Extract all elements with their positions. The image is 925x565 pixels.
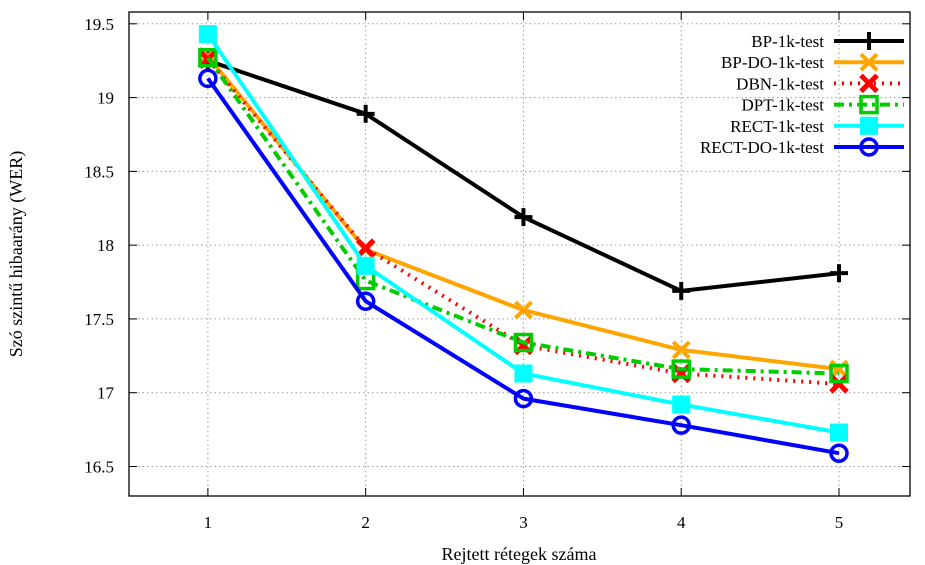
legend-label: RECT-1k-test — [730, 117, 824, 136]
data-point — [513, 332, 534, 353]
x-tick-label: 3 — [519, 513, 528, 532]
plot-frame — [128, 11, 911, 497]
data-point — [830, 264, 848, 283]
legend-label: BP-1k-test — [751, 32, 824, 51]
x-tick-label: 1 — [204, 513, 213, 532]
legend-marker — [859, 52, 879, 72]
data-point — [829, 374, 849, 394]
legend-item: RECT-DO-1k-test — [700, 137, 904, 157]
legend-item: RECT-1k-test — [730, 116, 904, 136]
data-point — [514, 208, 533, 227]
data-point — [830, 423, 848, 442]
data-point — [198, 68, 218, 89]
series-line — [206, 56, 840, 376]
data-point — [356, 256, 375, 275]
x-tick-label: 2 — [361, 513, 370, 532]
y-axis-title: Szó szintű hibaarány (WER) — [6, 151, 27, 357]
legend-label: DBN-1k-test — [736, 74, 824, 93]
legend-item: DPT-1k-test — [742, 94, 904, 115]
series-rect-do-1k-test — [198, 68, 849, 463]
series-layer — [198, 25, 849, 463]
legend-label: RECT-DO-1k-test — [700, 138, 824, 157]
data-point — [672, 395, 691, 414]
data-point — [514, 300, 533, 320]
legend-item: BP-DO-1k-test — [721, 52, 904, 72]
data-point — [198, 25, 217, 44]
data-point — [198, 47, 218, 68]
y-tick-label: 19 — [97, 89, 114, 108]
axis-ticks: 1 2 3 4 5 16.5 17 17.5 18 18.5 19 19.5 — [84, 12, 910, 532]
y-tick-label: 17.5 — [84, 310, 114, 329]
data-point — [514, 364, 533, 383]
data-point — [671, 415, 691, 435]
data-point — [671, 340, 691, 360]
y-tick-label: 18.5 — [84, 162, 114, 181]
data-point — [355, 238, 376, 258]
y-tick-label: 18 — [97, 236, 114, 255]
legend-marker — [859, 137, 879, 157]
y-tick-label: 17 — [97, 384, 115, 403]
y-tick-label: 19.5 — [84, 15, 114, 34]
data-point — [671, 359, 691, 379]
legend-marker — [859, 94, 879, 115]
data-point — [355, 291, 376, 311]
series-line — [206, 77, 840, 456]
x-axis-title: Rejtett rétegek száma — [442, 544, 597, 564]
data-point — [355, 270, 376, 291]
legend-marker — [859, 73, 879, 94]
data-point — [672, 281, 691, 300]
data-point — [513, 388, 534, 409]
legend-label: DPT-1k-test — [742, 96, 825, 115]
y-tick-label: 16.5 — [84, 457, 114, 476]
legend-marker — [860, 32, 878, 50]
data-point — [829, 443, 849, 463]
legend-marker — [860, 116, 878, 135]
x-tick-label: 5 — [835, 513, 844, 532]
x-tick-label: 4 — [677, 513, 686, 532]
legend-item: BP-1k-test — [751, 32, 904, 51]
legend-label: BP-DO-1k-test — [721, 53, 824, 72]
series-rect-1k-test — [198, 25, 848, 442]
data-point — [356, 104, 375, 123]
data-point — [829, 359, 849, 379]
data-point — [829, 363, 849, 384]
legend-item: DBN-1k-test — [736, 73, 904, 94]
series-dpt-1k-test — [198, 47, 849, 384]
legend: BP-1k-test BP-DO-1k-test DBN-1k-test DPT-1k… — [700, 32, 904, 157]
